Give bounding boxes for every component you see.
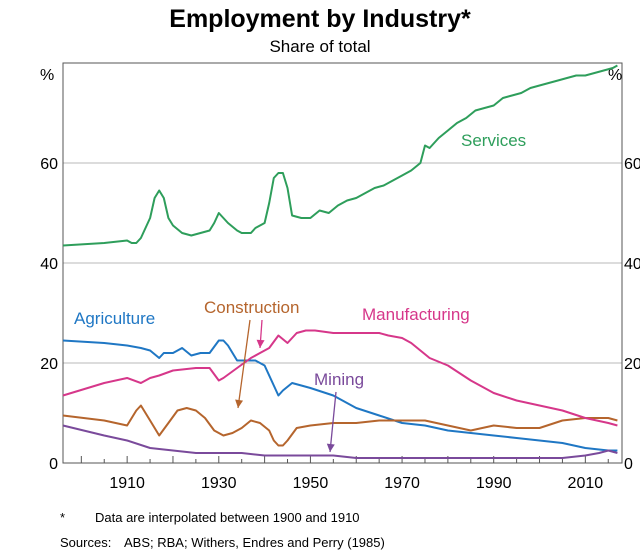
y-tick-left-0: 0 [49, 456, 58, 473]
label-services: Services [461, 131, 526, 150]
y-unit-left: % [40, 67, 54, 84]
label-construction: Construction [204, 298, 299, 317]
x-tick-1910: 1910 [109, 475, 145, 492]
y-tick-left-20: 20 [40, 356, 58, 373]
arrow-mining [329, 391, 337, 453]
series-lines [62, 64, 618, 459]
y-tick-left-60: 60 [40, 156, 58, 173]
footnote-sources-label: Sources: [60, 535, 111, 550]
y-tick-right-60: 60 [624, 156, 640, 173]
series-line-agriculture [62, 339, 618, 452]
y-tick-left-40: 40 [40, 256, 58, 273]
x-tick-1950: 1950 [293, 475, 329, 492]
y-tick-right-0: 0 [624, 456, 633, 473]
x-tick-labels: 1910 1930 1950 1970 1990 2010 [109, 475, 603, 492]
label-agriculture: Agriculture [74, 309, 155, 328]
series-line-manufacturing [62, 329, 618, 427]
arrow-construction-to-manufacturing-head [256, 339, 265, 348]
y-tick-labels: 0 0 20 20 40 40 60 60 [40, 156, 640, 473]
footnote-asterisk: * [60, 510, 65, 525]
x-tick-2010: 2010 [568, 475, 604, 492]
x-tick-1990: 1990 [476, 475, 512, 492]
annotation-arrows [235, 319, 337, 453]
series-line-services [62, 64, 618, 247]
gridlines [63, 162, 622, 364]
arrow-construction-down [237, 319, 251, 409]
label-mining: Mining [314, 370, 364, 389]
chart-title: Employment by Industry* [169, 5, 471, 33]
plot-frame [62, 62, 623, 464]
label-manufacturing: Manufacturing [362, 305, 470, 324]
x-tick-1930: 1930 [201, 475, 237, 492]
x-tick-1970: 1970 [384, 475, 420, 492]
y-tick-right-20: 20 [624, 356, 640, 373]
footnote-sources: ABS; RBA; Withers, Endres and Perry (198… [124, 535, 385, 550]
footnote-note: Data are interpolated between 1900 and 1… [95, 510, 360, 525]
y-tick-right-40: 40 [624, 256, 640, 273]
plot-border [62, 62, 623, 464]
y-unit-right: % [608, 67, 622, 84]
series-line-mining [62, 424, 618, 459]
chart-subtitle: Share of total [269, 37, 370, 56]
series-line-construction [62, 404, 618, 447]
arrow-mining-head [326, 443, 335, 452]
arrow-construction-down-head [235, 399, 244, 408]
